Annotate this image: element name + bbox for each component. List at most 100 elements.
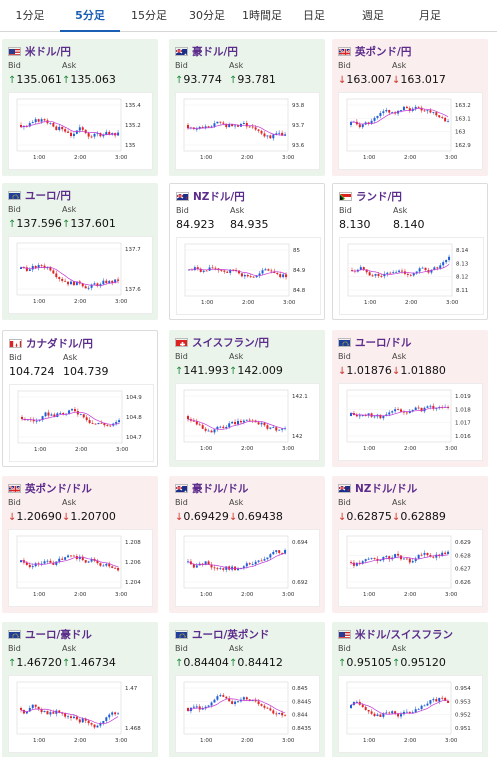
flag-icon [339, 192, 352, 201]
candlestick-chart[interactable]: 0.954 0.953 0.952 0.951 1:00 2:00 3:00 [338, 675, 483, 753]
candlestick-chart[interactable]: 8.14 8.13 8.12 8.11 1:00 2:00 3:00 [339, 237, 484, 315]
candlestick-chart[interactable]: 142.1 142 1:00 2:00 3:00 [175, 383, 320, 461]
bid-value: ↑1.46720 [8, 656, 62, 669]
candle [195, 128, 198, 130]
candle [210, 702, 213, 706]
pair-title[interactable]: カナダドル/円 [9, 337, 93, 351]
candlestick-chart[interactable]: 104.9 104.8 104.7 1:00 2:00 3:00 [9, 384, 154, 462]
rate-card[interactable]: 英ポンド/円 Bid Ask ↓163.007 ↓163.017 163.2 163.1 16… [332, 39, 488, 176]
candle [373, 713, 376, 717]
candle [242, 566, 245, 569]
pair-title[interactable]: 豪ドル/ドル [175, 482, 248, 496]
rate-card[interactable]: NZドル/円 Bid Ask 84.923 84.935 85 84.9 84.8 1:00 2:… [169, 183, 325, 320]
rate-card[interactable]: 豪ドル/円 Bid Ask ↑93.774 ↑93.781 93.8 93.7 93.6 1:0… [169, 39, 325, 176]
rate-card[interactable]: ユーロ/豪ドル Bid Ask ↑1.46720 ↑1.46734 1.47 1.468 1:… [2, 622, 158, 757]
rate-card[interactable]: 米ドル/円 Bid Ask ↑135.061 ↑135.063 135.4 135.2 135… [2, 39, 158, 176]
tab-8[interactable]: 月足 [419, 9, 441, 22]
rate-card[interactable]: スイスフラン/円 Bid Ask ↑141.993 ↑142.009 142.1 142 1:… [169, 330, 325, 467]
candlestick-chart[interactable]: 0.694 0.692 1:00 2:00 3:00 [175, 529, 320, 607]
candle [231, 421, 234, 424]
pair-title[interactable]: ユーロ/英ポンド [175, 628, 269, 642]
pair-title[interactable]: 英ポンド/ドル [8, 482, 92, 496]
candle [94, 423, 97, 425]
tab-2[interactable]: 5分足 [60, 0, 120, 32]
pair-title[interactable]: ランド/円 [339, 190, 402, 204]
rate-card[interactable]: ユーロ/円 Bid Ask ↑137.596 ↑137.601 137.7 137.6 1:0… [2, 183, 158, 320]
candle [90, 723, 93, 725]
pair-title[interactable]: 米ドル/スイスフラン [338, 628, 453, 642]
candle [263, 705, 266, 708]
candle [281, 132, 284, 136]
candle [254, 420, 257, 423]
x-tick-label: 2:00 [74, 738, 87, 744]
candle [108, 714, 111, 718]
candle [278, 132, 281, 134]
candle [423, 552, 426, 555]
y-tick-label: 0.628 [455, 553, 471, 559]
rate-card[interactable]: NZドル/ドル Bid Ask ↓0.62875 ↓0.62889 0.629 0.628 0… [332, 476, 488, 613]
x-tick-label: 2:00 [404, 738, 417, 744]
candle [20, 267, 22, 269]
candlestick-chart[interactable]: 93.8 93.7 93.6 1:00 2:00 3:00 [175, 92, 320, 170]
candlestick-chart[interactable]: 163.2 163.1 163 162.9 1:00 2:00 3:00 [338, 92, 483, 170]
candlestick-chart[interactable]: 137.7 137.6 1:00 2:00 3:00 [8, 236, 153, 314]
candle [257, 422, 260, 425]
rate-card[interactable]: ランド/円 Bid Ask 8.130 8.140 8.14 8.13 8.12 8.11 1:0… [332, 183, 488, 320]
candle [55, 126, 58, 131]
tab-5[interactable]: 1時間足 [242, 9, 282, 22]
pair-title[interactable]: ユーロ/ドル [338, 336, 411, 350]
tab-7[interactable]: 週足 [362, 9, 384, 22]
candle [201, 126, 204, 129]
tab-4[interactable]: 30分足 [189, 9, 225, 22]
candle [394, 711, 397, 714]
pair-title[interactable]: 豪ドル/円 [175, 45, 238, 59]
tab-6[interactable]: 日足 [303, 9, 325, 22]
candlestick-chart[interactable]: 1.019 1.018 1.017 1.016 1:00 2:00 3:00 [338, 383, 483, 461]
pair-title[interactable]: 米ドル/円 [8, 45, 71, 59]
candlestick-chart[interactable]: 135.4 135.2 135 1:00 2:00 3:00 [8, 92, 153, 170]
candle [405, 106, 408, 109]
pair-title[interactable]: NZドル/円 [176, 190, 245, 204]
pair-title[interactable]: ユーロ/豪ドル [8, 628, 92, 642]
rate-card[interactable]: 英ポンド/ドル Bid Ask ↓1.20690 ↓1.20700 1.208 1.206 1… [2, 476, 158, 613]
y-tick-label: 1.017 [455, 421, 471, 427]
candlestick-chart[interactable]: 0.629 0.628 0.627 0.626 1:00 2:00 3:00 [338, 529, 483, 607]
candle [379, 560, 382, 561]
candle [373, 117, 376, 121]
candle [409, 274, 412, 276]
candle [210, 126, 213, 128]
candle [40, 563, 43, 565]
ask-number: 163.017 [400, 73, 446, 86]
rate-card[interactable]: ユーロ/英ポンド Bid Ask ↑0.84404 ↑0.84412 0.845 0.844… [169, 622, 325, 757]
pair-title[interactable]: ユーロ/円 [8, 189, 71, 203]
candle [421, 267, 424, 269]
tab-1[interactable]: 1分足 [15, 9, 45, 22]
rate-card[interactable]: 豪ドル/ドル Bid Ask ↓0.69429 ↓0.69438 0.694 0.692 1:… [169, 476, 325, 613]
candle [225, 696, 228, 699]
candlestick-chart[interactable]: 85 84.9 84.8 1:00 2:00 3:00 [176, 237, 321, 315]
rate-card[interactable]: ユーロ/ドル Bid Ask ↓1.01876 ↓1.01880 1.019 1.018 1.… [332, 330, 488, 467]
candle [406, 273, 409, 275]
pair-title[interactable]: スイスフラン/円 [175, 336, 269, 350]
ask-value: 8.140 [393, 218, 425, 231]
y-tick-label: 93.6 [292, 143, 305, 149]
rate-card[interactable]: カナダドル/円 Bid Ask 104.724 104.739 104.9 104.8 104… [2, 330, 158, 467]
chart-svg: 0.845 0.8445 0.844 0.8435 1:00 2:00 3:00 [183, 681, 312, 744]
candlestick-chart[interactable]: 1.47 1.468 1:00 2:00 3:00 [8, 675, 153, 753]
pair-title[interactable]: 英ポンド/円 [338, 45, 411, 59]
candle [258, 273, 261, 276]
flag-icon [175, 630, 188, 639]
candle [75, 281, 78, 286]
candle [219, 426, 222, 428]
candle [432, 112, 435, 114]
candle [447, 700, 450, 703]
tab-3[interactable]: 15分足 [131, 9, 167, 22]
candlestick-chart[interactable]: 1.208 1.206 1.204 1:00 2:00 3:00 [8, 529, 153, 607]
candlestick-chart[interactable]: 0.845 0.8445 0.844 0.8435 1:00 2:00 3:00 [175, 675, 320, 753]
rate-card[interactable]: 米ドル/スイスフラン Bid Ask ↑0.95105 ↑0.95120 0.954 0.9… [332, 622, 488, 757]
ask-label: Ask [230, 206, 245, 215]
y-tick-label: 1.016 [455, 434, 471, 440]
pair-title[interactable]: NZドル/ドル [338, 482, 417, 496]
candle [426, 406, 429, 408]
candle [234, 125, 237, 127]
